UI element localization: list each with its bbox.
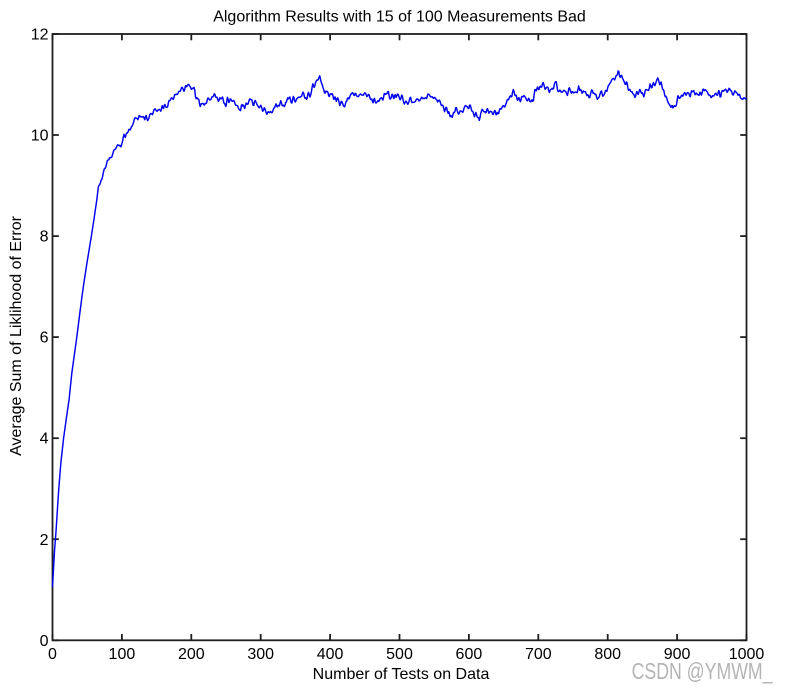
svg-text:300: 300 [247,646,274,663]
svg-text:12: 12 [31,27,49,44]
svg-text:700: 700 [525,646,552,663]
svg-text:6: 6 [40,330,49,347]
svg-text:CSDN @YMWM_: CSDN @YMWM_ [632,659,773,685]
svg-text:4: 4 [40,431,49,448]
svg-text:400: 400 [317,646,344,663]
svg-text:10: 10 [31,128,49,145]
svg-text:800: 800 [594,646,621,663]
svg-text:600: 600 [456,646,483,663]
svg-text:Algorithm Results with 15 of 1: Algorithm Results with 15 of 100 Measure… [213,9,586,26]
svg-text:900: 900 [664,646,691,663]
svg-text:0: 0 [40,633,49,650]
svg-text:100: 100 [109,646,136,663]
svg-text:2: 2 [40,532,49,549]
svg-text:200: 200 [178,646,205,663]
svg-text:Number of Tests on Data: Number of Tests on Data [313,666,490,683]
svg-text:500: 500 [386,646,413,663]
svg-text:8: 8 [40,229,49,246]
svg-text:Average Sum of Liklihood of Er: Average Sum of Liklihood of Error [8,215,25,456]
svg-text:0: 0 [48,646,57,663]
svg-text:1000: 1000 [729,646,765,663]
